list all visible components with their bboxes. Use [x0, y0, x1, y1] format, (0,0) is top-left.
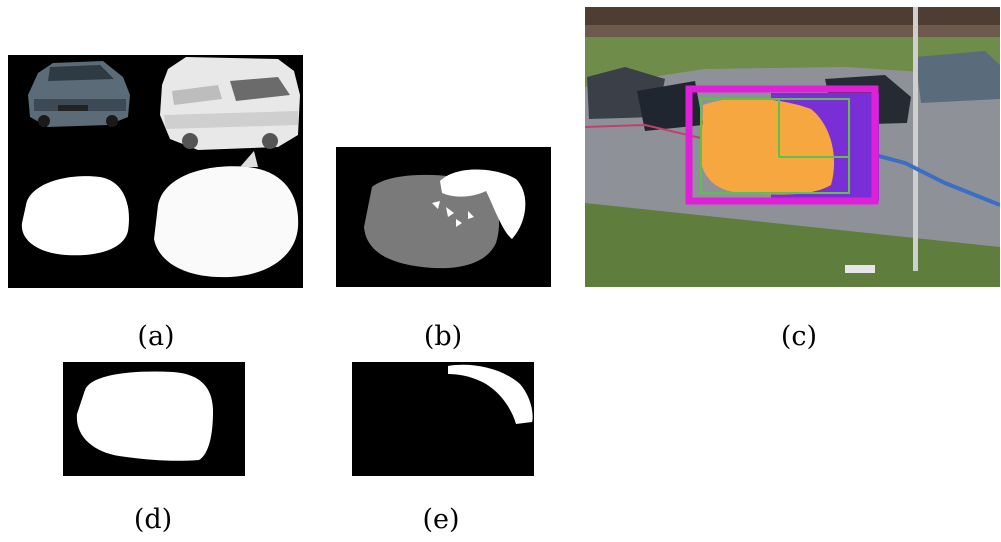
grass-top — [585, 37, 1000, 87]
panel-e-mask — [352, 362, 534, 476]
caption-b: (b) — [423, 321, 463, 352]
gray-region — [364, 174, 500, 269]
white-speckles — [432, 201, 474, 227]
panel-c-scene-overlay — [585, 7, 1000, 287]
white-region — [440, 169, 526, 239]
panel-a-vehicle-crops-and-masks — [8, 55, 303, 288]
white-blob — [76, 371, 213, 461]
green-bounding-box — [700, 98, 850, 194]
road-marking — [845, 265, 875, 273]
orange-region — [701, 98, 835, 195]
blue-track — [874, 153, 1000, 207]
caption-a: (a) — [137, 321, 175, 352]
panel-d-mask — [63, 362, 245, 476]
pole — [913, 7, 918, 271]
dark-car-mask — [21, 176, 129, 256]
white-crescent — [448, 364, 533, 424]
panel-b-segmentation-map — [336, 147, 551, 287]
caption-e: (e) — [422, 504, 460, 535]
white-van-mask — [154, 151, 299, 278]
caption-c: (c) — [780, 321, 818, 352]
white-van-image — [160, 57, 300, 150]
dark-car-image — [28, 61, 130, 127]
caption-d: (d) — [133, 504, 173, 535]
grass-bottom — [585, 203, 1000, 287]
magenta-bounding-box — [685, 85, 879, 205]
